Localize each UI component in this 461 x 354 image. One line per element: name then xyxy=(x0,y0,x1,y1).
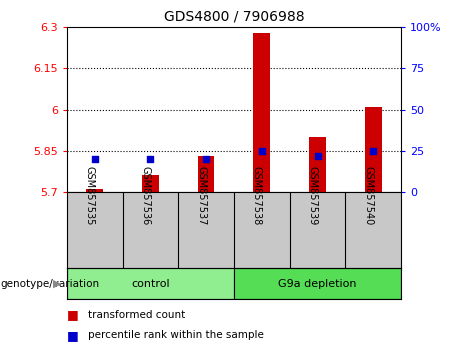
Bar xyxy=(254,33,270,192)
Text: GSM857536: GSM857536 xyxy=(141,166,150,225)
Bar xyxy=(198,156,214,192)
Point xyxy=(202,156,210,162)
Bar xyxy=(234,268,401,299)
Text: GSM857538: GSM857538 xyxy=(252,166,262,225)
Point xyxy=(147,156,154,162)
Text: ■: ■ xyxy=(67,329,78,342)
Text: control: control xyxy=(131,279,170,289)
Point xyxy=(91,156,98,162)
Text: G9a depletion: G9a depletion xyxy=(278,279,357,289)
Bar xyxy=(309,137,326,192)
Text: genotype/variation: genotype/variation xyxy=(0,279,99,289)
Text: percentile rank within the sample: percentile rank within the sample xyxy=(88,330,264,340)
Text: ▶: ▶ xyxy=(53,279,61,289)
Point xyxy=(314,153,321,159)
Text: GSM857537: GSM857537 xyxy=(196,166,206,225)
Bar xyxy=(365,107,382,192)
Text: transformed count: transformed count xyxy=(88,309,185,320)
Title: GDS4800 / 7906988: GDS4800 / 7906988 xyxy=(164,9,304,23)
Point xyxy=(370,148,377,154)
Text: GSM857540: GSM857540 xyxy=(363,166,373,225)
Text: GSM857539: GSM857539 xyxy=(307,166,318,225)
Point xyxy=(258,148,266,154)
Bar xyxy=(67,268,234,299)
Text: GSM857535: GSM857535 xyxy=(85,166,95,225)
Bar xyxy=(86,189,103,192)
Text: ■: ■ xyxy=(67,308,78,321)
Bar xyxy=(142,175,159,192)
